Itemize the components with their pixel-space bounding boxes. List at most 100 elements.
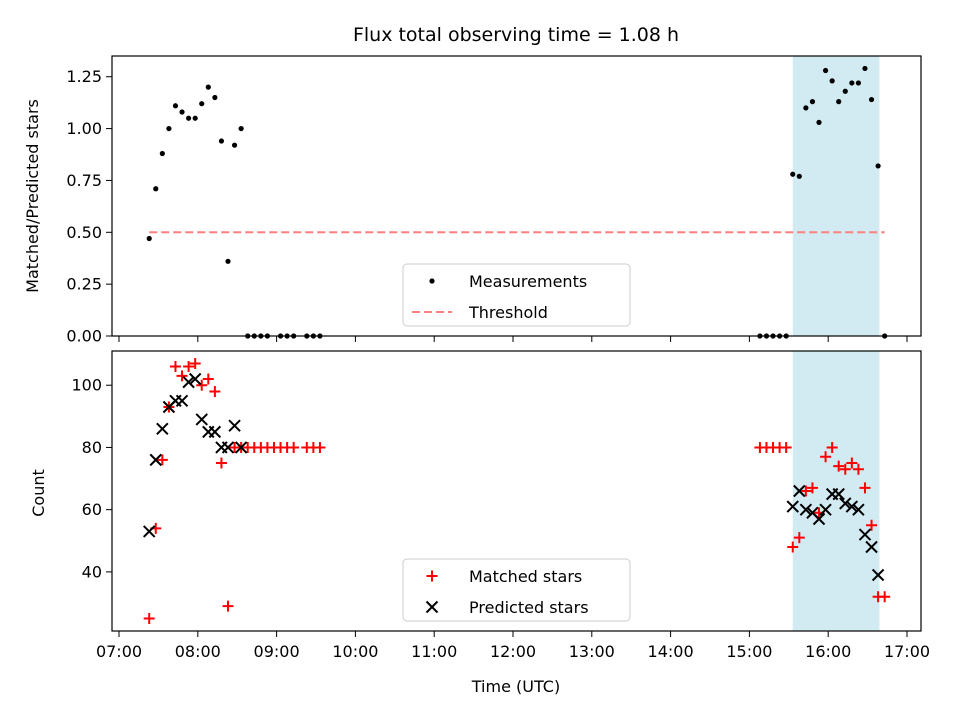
- predicted-star-point: [156, 422, 169, 435]
- matched-star-point: [156, 454, 168, 466]
- x-tick-label: 14:00: [648, 642, 694, 661]
- matched-star-point: [202, 373, 214, 385]
- matched-star-point: [859, 482, 871, 494]
- legend-predicted-swatch: [425, 600, 439, 614]
- matched-star-point: [189, 357, 201, 369]
- measurement-point: [212, 94, 218, 101]
- predicted-star-point: [228, 419, 241, 432]
- predicted-star-point: [793, 484, 806, 498]
- top-y-tick-label: 0.50: [66, 223, 102, 242]
- chart-title: Flux total observing time = 1.08 h: [353, 24, 679, 46]
- predicted-star-point: [188, 372, 202, 386]
- top-legend: Measurements Threshold: [402, 263, 631, 327]
- top-axes-frame: [111, 55, 922, 337]
- matched-star-point: [222, 600, 234, 612]
- matched-star-point: [176, 370, 188, 382]
- top-panel: 0.00 0.25 0.50 0.75 1.00 1.25 Measurements Thre…: [66, 55, 922, 346]
- measurement-point: [238, 125, 244, 132]
- x-tick-label: 12:00: [490, 642, 536, 661]
- x-tick-label: 16:00: [805, 642, 851, 661]
- bottom-series-0: [143, 357, 891, 625]
- top-y-tick-label: 1.00: [66, 119, 102, 138]
- legend-box: [402, 263, 631, 327]
- matched-star-point: [209, 385, 221, 397]
- matched-star-point: [196, 379, 208, 391]
- predicted-star-point: [871, 568, 885, 582]
- measurement-point: [803, 105, 809, 111]
- bottom-panel: 40 60 80 100 07:00 08:00 09:00 10:00 11:00 12:00 1…: [71, 350, 930, 661]
- matched-star-point: [169, 361, 181, 373]
- x-tick-label: 09:00: [254, 642, 300, 661]
- measurement-point: [796, 173, 802, 179]
- predicted-star-point: [195, 413, 208, 426]
- predicted-star-point: [845, 500, 859, 513]
- measurement-point: [172, 103, 179, 109]
- measurement-point: [146, 235, 152, 242]
- measurement-point: [875, 163, 881, 169]
- predicted-star-point: [208, 425, 222, 439]
- matched-star-point: [800, 485, 812, 497]
- legend-label: Threshold: [468, 303, 548, 322]
- measurement-point: [862, 65, 868, 72]
- measurement-point: [816, 119, 822, 125]
- matched-star-point: [852, 463, 864, 475]
- bottom-y-axis-label: Count: [29, 469, 48, 517]
- measurement-point: [218, 138, 225, 144]
- measurement-point: [192, 115, 198, 121]
- legend-measurement-swatch: [429, 278, 435, 284]
- predicted-star-point: [182, 375, 195, 389]
- top-y-tick-label: 1.25: [66, 67, 102, 86]
- measurement-point: [855, 80, 862, 86]
- matched-star-point: [793, 532, 805, 544]
- measurement-point: [166, 125, 172, 132]
- measurement-point: [790, 171, 796, 177]
- measurement-point: [199, 101, 205, 107]
- bottom-y-tick-label: 100: [71, 376, 102, 395]
- top-y-tick-label: 0.00: [66, 327, 102, 346]
- predicted-star-point: [852, 503, 865, 516]
- predicted-star-point: [149, 453, 162, 467]
- x-tick-label: 07:00: [96, 642, 142, 661]
- bottom-y-tick-label: 60: [82, 500, 102, 519]
- predicted-star-point: [175, 394, 189, 407]
- legend-label: Measurements: [469, 272, 587, 291]
- x-tick-label: 08:00: [175, 642, 221, 661]
- predicted-star-point: [786, 500, 799, 513]
- measurement-point: [868, 96, 875, 103]
- measurement-point: [822, 67, 829, 74]
- bottom-y-tick-label: 80: [82, 438, 102, 457]
- x-tick-label: 10:00: [332, 642, 378, 661]
- measurement-point: [179, 109, 185, 115]
- matched-star-point: [314, 441, 326, 453]
- matched-star-point: [183, 361, 195, 373]
- measurement-point: [225, 258, 231, 264]
- x-tick-label: 15:00: [726, 642, 772, 661]
- predicted-star-point: [858, 528, 872, 541]
- top-y-axis-label: Matched/Predicted stars: [23, 99, 42, 293]
- matched-star-point: [866, 519, 878, 531]
- measurement-point: [836, 99, 842, 105]
- matched-star-point: [820, 451, 832, 463]
- bottom-legend: Matched stars Predicted stars: [402, 558, 631, 622]
- predicted-star-point: [812, 512, 826, 526]
- bottom-axes-frame: [111, 350, 922, 632]
- matched-star-point: [288, 441, 300, 453]
- measurement-point: [231, 142, 238, 148]
- legend-box: [402, 558, 631, 622]
- legend-label: Matched stars: [469, 567, 582, 586]
- legend-matched-swatch: [426, 570, 438, 582]
- matched-star-point: [787, 541, 799, 553]
- predicted-star-point: [142, 525, 156, 538]
- measurement-point: [842, 88, 848, 94]
- x-axis-label: Time (UTC): [471, 677, 560, 696]
- measurement-point: [849, 80, 855, 86]
- measurement-point: [809, 99, 816, 105]
- predicted-star-point: [799, 503, 813, 516]
- top-y-tick-label: 0.25: [66, 275, 102, 294]
- matched-star-point: [806, 482, 818, 494]
- predicted-star-point: [221, 441, 235, 454]
- matched-star-point: [846, 457, 858, 469]
- bottom-y-tick-label: 40: [82, 562, 102, 581]
